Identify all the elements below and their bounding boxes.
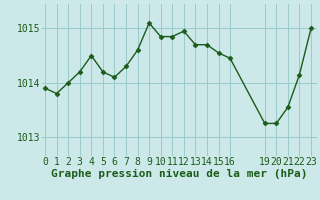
X-axis label: Graphe pression niveau de la mer (hPa): Graphe pression niveau de la mer (hPa) xyxy=(51,169,308,179)
